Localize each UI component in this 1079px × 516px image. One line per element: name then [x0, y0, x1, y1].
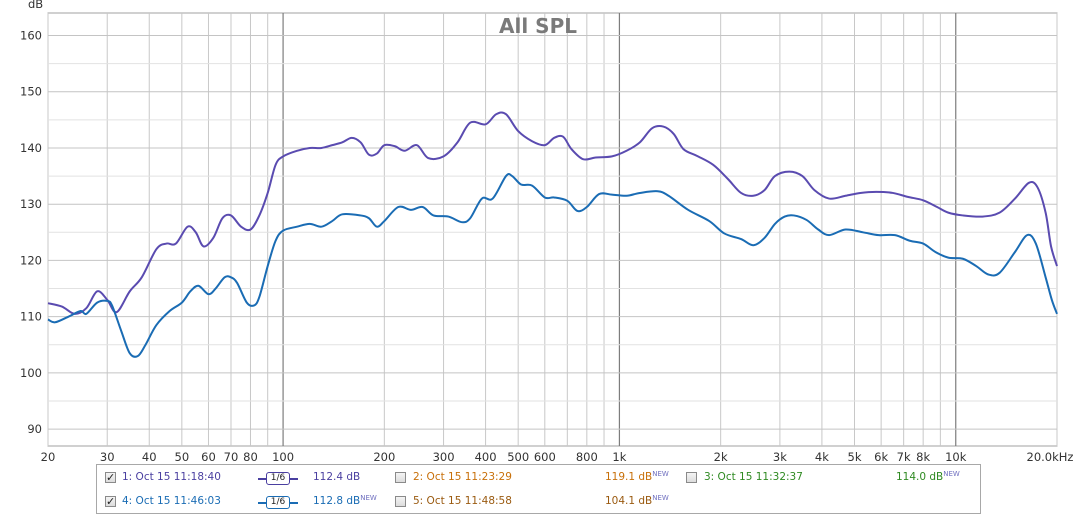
smoothing-button-1[interactable]: 1/6 — [266, 472, 290, 485]
x-tick-label: 6k — [874, 450, 888, 464]
legend-checkbox-4[interactable]: ✓ — [105, 495, 116, 508]
chart-title: All SPL — [499, 14, 577, 38]
legend-value-3: 114.0 dBNEW — [896, 470, 960, 483]
legend-label-4: 4: Oct 15 11:46:03 — [122, 495, 221, 507]
legend-checkbox-3[interactable] — [686, 472, 697, 483]
legend-value-4: 112.8 dBNEW — [313, 494, 377, 507]
x-tick-label: 500 — [507, 450, 529, 464]
y-axis-ticks: 90 100 110 120 130 140 150 160 — [20, 28, 42, 436]
x-tick-label: 8k — [916, 450, 930, 464]
x-tick-label: 30 — [100, 450, 115, 464]
legend-panel: ✓ 1: Oct 15 11:18:40 1/6 112.4 dB 2: Oct… — [96, 464, 981, 514]
legend-checkbox-5[interactable] — [395, 496, 406, 507]
x-tick-label: 800 — [576, 450, 598, 464]
y-axis-label: dB — [28, 0, 43, 11]
x-axis-ticks: 20 30 40 50 60 70 80 100 200 300 400 500 600 800 1k 2k 3… — [41, 450, 1074, 464]
smoothing-button-4[interactable]: 1/6 — [266, 496, 290, 509]
x-tick-label: 60 — [201, 450, 216, 464]
x-tick-label: 50 — [175, 450, 190, 464]
x-tick-label: 300 — [433, 450, 455, 464]
x-tick-label: 400 — [475, 450, 497, 464]
legend-value-1: 112.4 dB — [313, 471, 361, 483]
series-lines — [47, 111, 1058, 358]
legend-label-5: 5: Oct 15 11:48:58 — [413, 495, 512, 507]
legend-label-2: 2: Oct 15 11:23:29 — [413, 471, 512, 483]
legend-label-3: 3: Oct 15 11:32:37 — [704, 471, 803, 483]
spl-chart: 90 100 110 120 130 140 150 160 20 30 40 50 60 70 80 10… — [20, 0, 1074, 464]
x-tick-label: 70 — [224, 450, 239, 464]
series-line-1 — [47, 111, 1058, 315]
x-tick-label: 20 — [41, 450, 56, 464]
y-tick-label: 160 — [20, 28, 42, 42]
x-tick-label: 80 — [243, 450, 258, 464]
x-tick-label: 3k — [773, 450, 787, 464]
legend-checkbox-2[interactable] — [395, 472, 406, 483]
y-tick-label: 130 — [20, 197, 42, 211]
x-tick-label: 600 — [534, 450, 556, 464]
legend-checkbox-1[interactable]: ✓ — [105, 471, 116, 484]
legend-label-1: 1: Oct 15 11:18:40 — [122, 471, 221, 483]
x-tick-label: 40 — [142, 450, 157, 464]
x-tick-label: 5k — [848, 450, 862, 464]
x-tick-label: 10k — [945, 450, 967, 464]
y-tick-label: 90 — [27, 422, 42, 436]
x-tick-label: 1k — [612, 450, 626, 464]
x-tick-label: 7k — [897, 450, 911, 464]
y-tick-label: 100 — [20, 366, 42, 380]
y-tick-label: 140 — [20, 141, 42, 155]
x-tick-label: 200 — [373, 450, 395, 464]
x-tick-label: 4k — [815, 450, 829, 464]
y-tick-label: 120 — [20, 253, 42, 267]
x-tick-label: 20.0kHz — [1027, 450, 1074, 464]
x-tick-label: 2k — [714, 450, 728, 464]
y-tick-label: 110 — [20, 310, 42, 324]
series-line-4 — [47, 173, 1058, 358]
plot-area — [47, 12, 1058, 447]
y-tick-label: 150 — [20, 85, 42, 99]
x-tick-label: 100 — [272, 450, 294, 464]
legend-value-5: 104.1 dBNEW — [605, 494, 669, 507]
legend-value-2: 119.1 dBNEW — [605, 470, 669, 483]
grid-lines — [47, 13, 1058, 446]
